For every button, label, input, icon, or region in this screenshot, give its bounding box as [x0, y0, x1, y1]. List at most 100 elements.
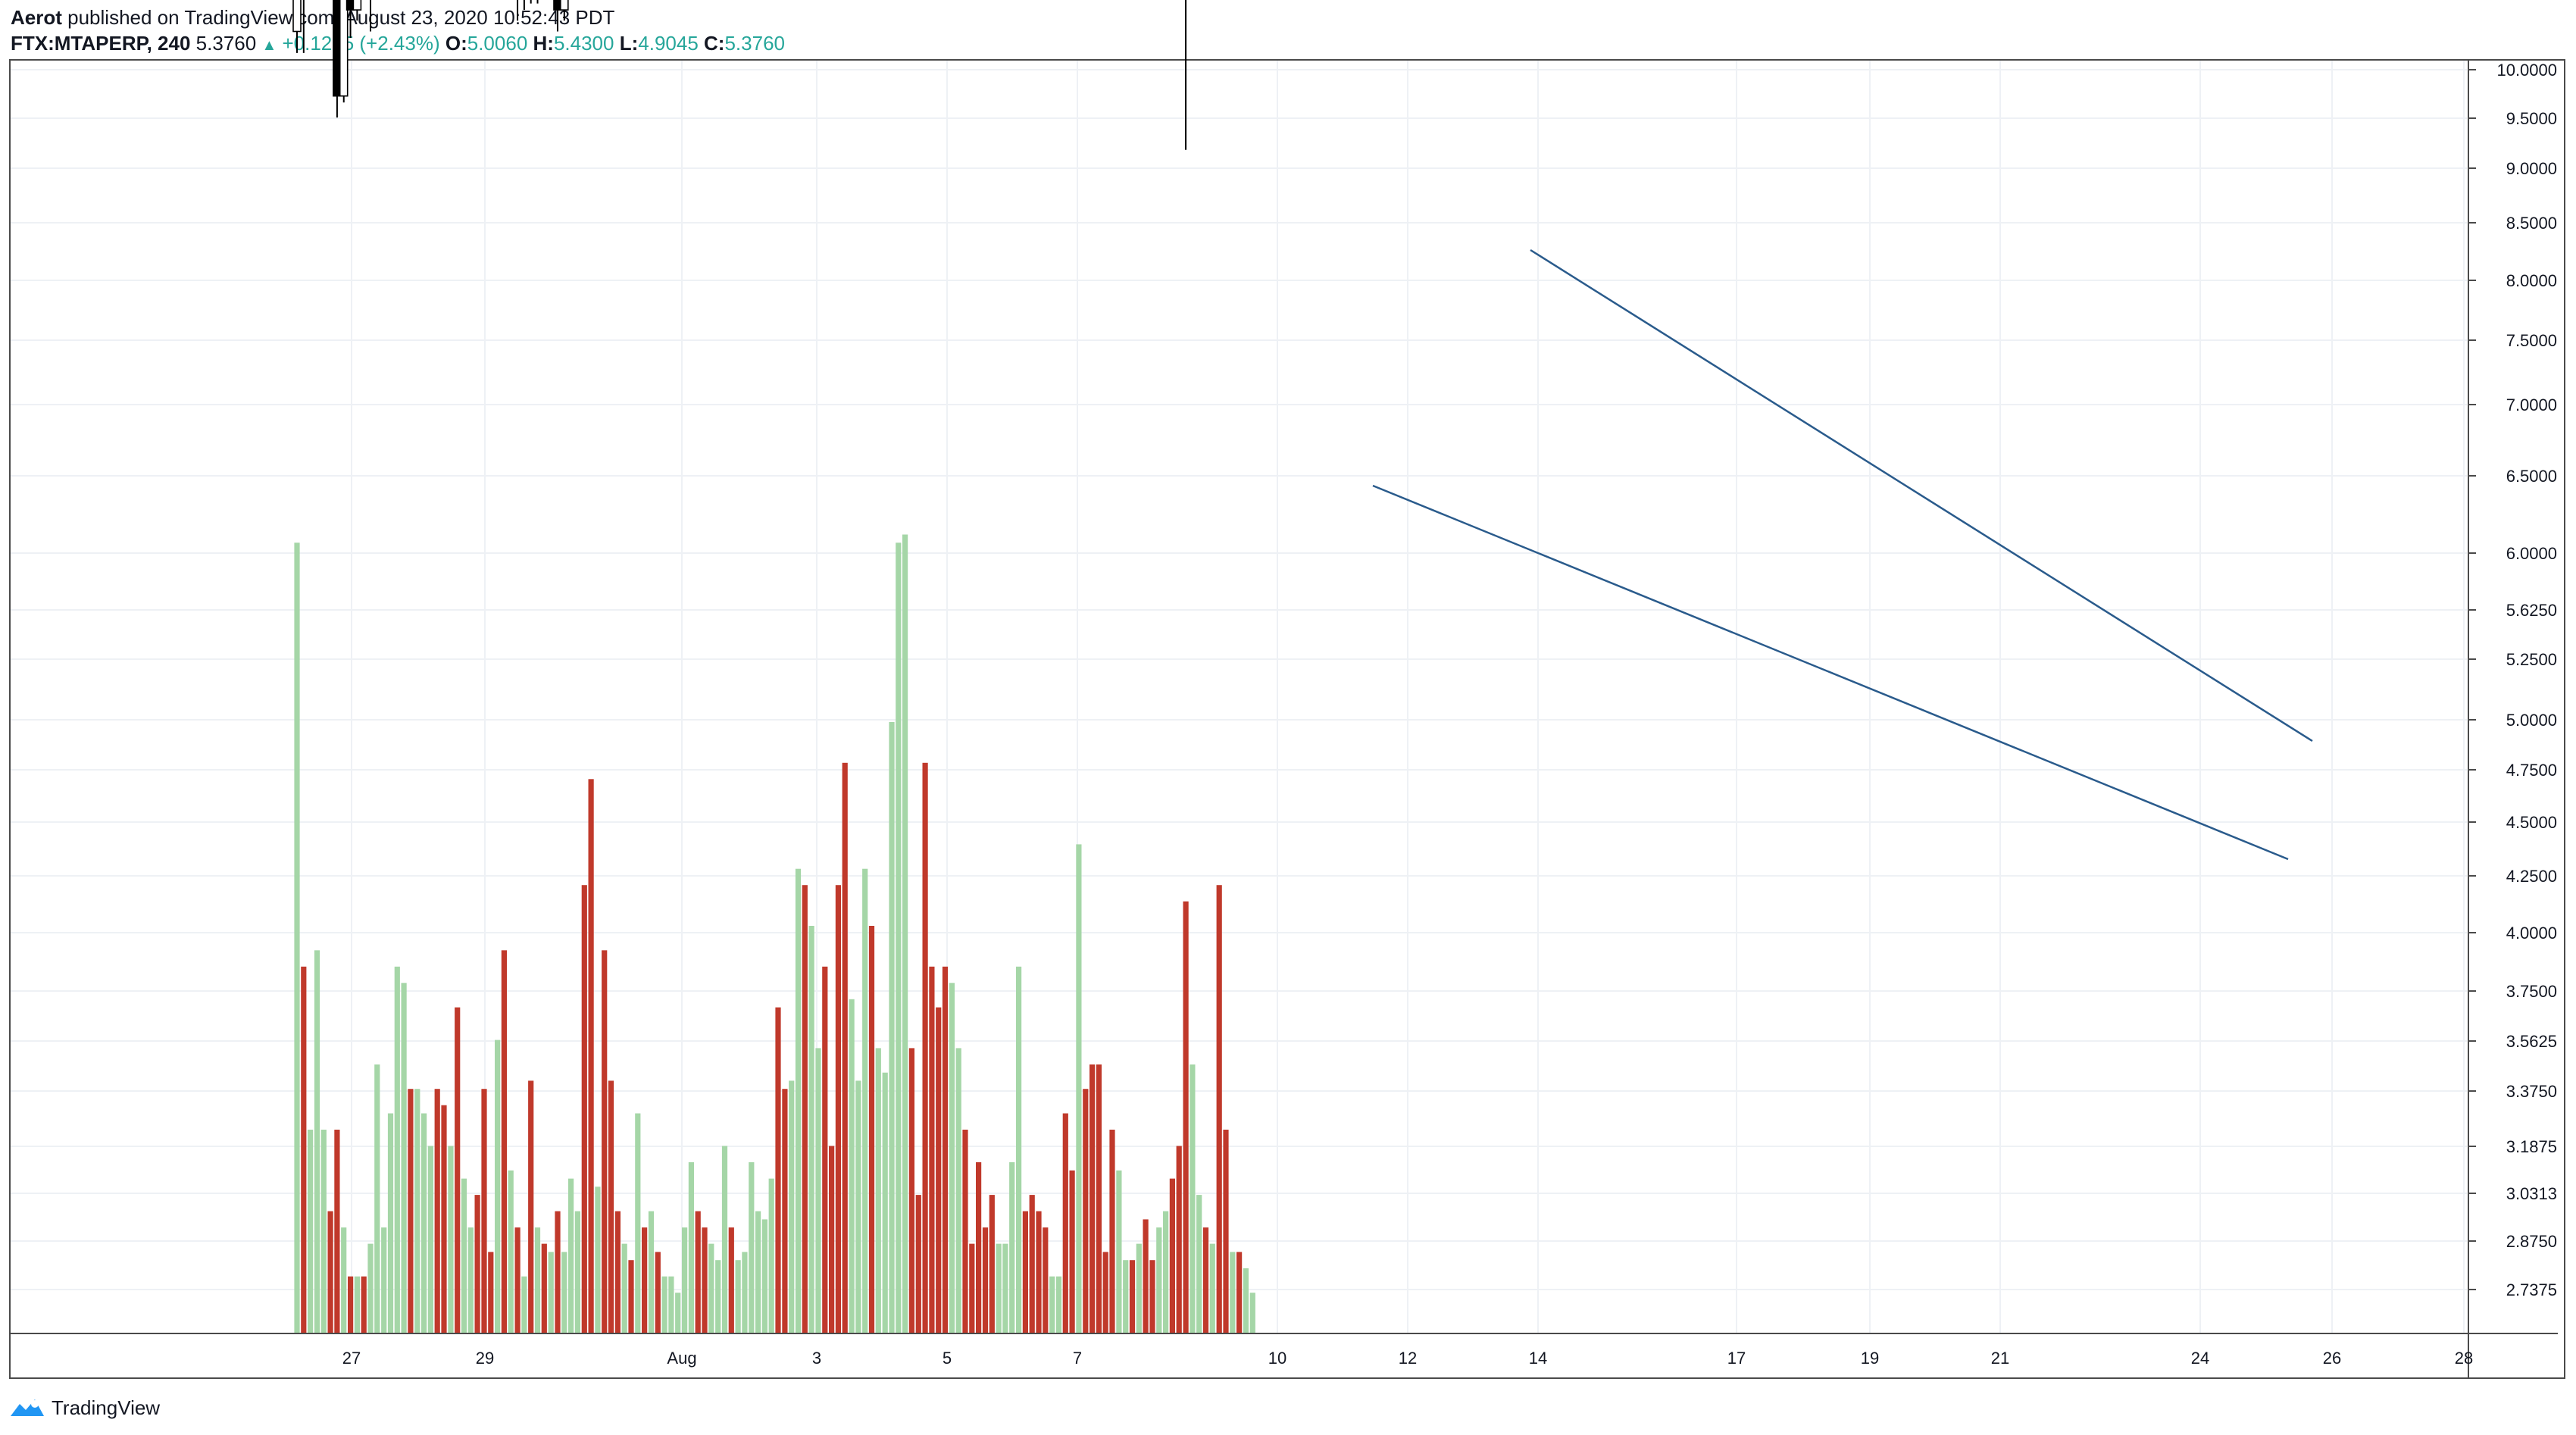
volume-bar — [1076, 844, 1082, 1333]
volume-bar — [354, 1276, 360, 1333]
volume-bar — [334, 1130, 340, 1333]
volume-bar — [768, 1178, 774, 1333]
volume-bar — [581, 885, 587, 1333]
volume-bar — [1169, 1178, 1175, 1333]
volume-bar — [962, 1130, 968, 1333]
volume-bars — [294, 534, 1255, 1333]
volume-bar — [1202, 1227, 1209, 1333]
volume-bar — [602, 950, 608, 1333]
volume-bar — [548, 1252, 554, 1333]
volume-bar — [648, 1211, 655, 1333]
channel-lower-line — [1372, 484, 2289, 861]
volume-bar — [829, 1146, 835, 1333]
volume-bar — [314, 950, 320, 1333]
volume-bar — [1236, 1252, 1243, 1333]
volume-bar — [1183, 901, 1189, 1333]
volume-bar — [481, 1089, 487, 1333]
volume-bar — [749, 1162, 755, 1333]
author-name[interactable]: Aerot — [11, 6, 62, 29]
volume-bar — [508, 1170, 514, 1333]
y-tick-label: 3.7500 — [2506, 982, 2557, 1001]
volume-bar — [1136, 1243, 1142, 1333]
low-label: L: — [619, 32, 639, 55]
volume-bar — [949, 983, 955, 1333]
y-tick-label: 2.7375 — [2506, 1280, 2557, 1299]
volume-bar — [989, 1195, 995, 1333]
close-label: C: — [704, 32, 725, 55]
y-tick-label: 8.5000 — [2506, 214, 2557, 233]
volume-bar — [702, 1227, 708, 1333]
volume-bar — [721, 1146, 728, 1333]
candle-body — [352, 0, 362, 11]
volume-bar — [1089, 1064, 1096, 1333]
volume-bar — [1123, 1260, 1129, 1333]
volume-bar — [655, 1252, 661, 1333]
volume-bar — [381, 1227, 387, 1333]
volume-bar — [795, 868, 802, 1333]
volume-bar — [896, 542, 902, 1333]
volume-bar — [1009, 1162, 1015, 1333]
volume-bar — [789, 1080, 795, 1333]
volume-bar — [976, 1162, 982, 1333]
volume-bar — [835, 885, 841, 1333]
x-tick-label: 17 — [1727, 1349, 1746, 1368]
volume-bar — [434, 1089, 440, 1333]
x-tick-label: 3 — [812, 1349, 821, 1368]
candlesticks — [292, 0, 1187, 150]
volume-bar — [1022, 1211, 1028, 1333]
volume-bar — [1223, 1130, 1229, 1333]
volume-bar — [782, 1089, 788, 1333]
volume-bar — [408, 1089, 414, 1333]
volume-bar — [555, 1211, 561, 1333]
volume-bar — [414, 1089, 420, 1333]
y-tick-label: 10.0000 — [2496, 61, 2557, 80]
x-tick-label: 10 — [1268, 1349, 1286, 1368]
volume-bar — [514, 1227, 521, 1333]
volume-bar — [929, 966, 935, 1333]
high-label: H: — [533, 32, 554, 55]
y-tick-label: 4.2500 — [2506, 867, 2557, 886]
footer-brand[interactable]: TradingView — [52, 1396, 161, 1419]
volume-bar — [1176, 1146, 1182, 1333]
volume-bar — [969, 1243, 975, 1333]
volume-bar — [915, 1195, 921, 1333]
volume-bar — [327, 1211, 333, 1333]
last-price: 5.3760 — [195, 32, 257, 55]
x-tick-label: 26 — [2323, 1349, 2341, 1368]
close-value: 5.3760 — [724, 32, 785, 55]
volume-bar — [922, 762, 928, 1333]
volume-bar — [1029, 1195, 1035, 1333]
y-tick-label: 4.7500 — [2506, 761, 2557, 780]
volume-bar — [1156, 1227, 1162, 1333]
y-tick-label: 8.0000 — [2506, 271, 2557, 290]
drawing-lines — [1372, 249, 2313, 861]
volume-bar — [668, 1276, 674, 1333]
volume-bar — [661, 1276, 667, 1333]
volume-bar — [982, 1227, 989, 1333]
volume-bar — [401, 983, 407, 1333]
y-tick-label: 2.8750 — [2506, 1232, 2557, 1251]
symbol-label[interactable]: FTX:MTAPERP, 240 — [11, 32, 191, 55]
volume-bar — [588, 779, 594, 1333]
volume-bar — [1049, 1276, 1055, 1333]
volume-bar — [1249, 1293, 1255, 1333]
volume-bar — [1055, 1276, 1062, 1333]
y-tick-label: 7.0000 — [2506, 395, 2557, 414]
volume-bar — [441, 1105, 447, 1333]
symbol-legend: FTX:MTAPERP, 240 5.3760 ▲ +0.1275 (+2.43… — [11, 32, 785, 55]
volume-bar — [802, 885, 808, 1333]
volume-bar — [695, 1211, 701, 1333]
volume-bar — [495, 1040, 501, 1333]
up-triangle-icon: ▲ — [261, 37, 277, 54]
volume-bar — [1190, 1064, 1196, 1333]
tradingview-logo-icon[interactable] — [9, 1396, 45, 1419]
volume-bar — [294, 542, 300, 1333]
volume-bar — [1002, 1243, 1008, 1333]
volume-bar — [1036, 1211, 1042, 1333]
volume-bar — [735, 1260, 741, 1333]
volume-bar — [455, 1007, 461, 1333]
volume-bar — [1069, 1170, 1075, 1333]
x-tick-label: 27 — [342, 1349, 361, 1368]
volume-bar — [635, 1113, 641, 1333]
